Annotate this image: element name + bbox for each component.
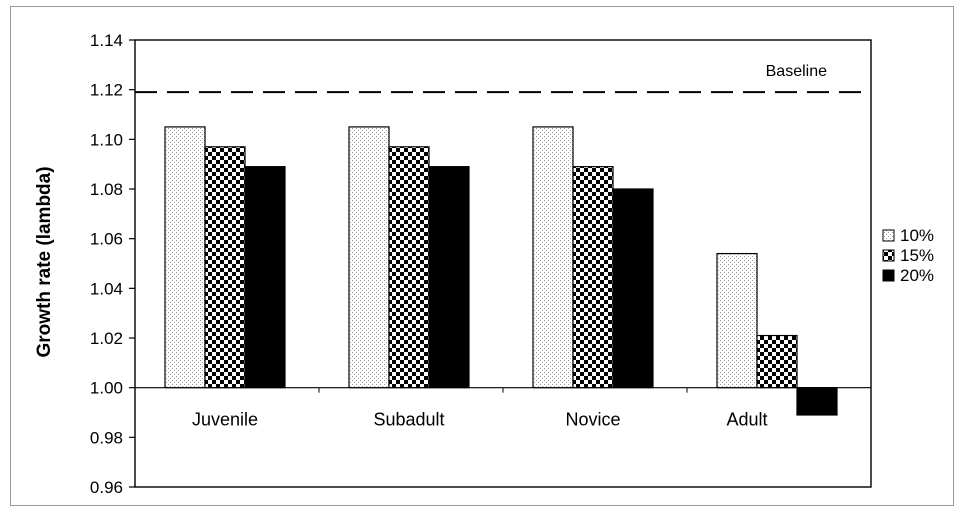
category-label-juvenile: Juvenile <box>192 410 258 430</box>
baseline-label: Baseline <box>766 63 827 80</box>
y-axis: 1.14 1.12 1.10 1.08 1.06 1.04 1.02 1.00 0.98 0.96 <box>90 31 135 497</box>
y-axis-title: Growth rate (lambda) <box>34 166 55 357</box>
y-tick-label: 1.06 <box>90 230 123 249</box>
y-tick-label: 1.02 <box>90 329 123 348</box>
plot-border <box>134 39 872 488</box>
legend-swatch-10pct <box>882 229 895 242</box>
bar-subadult-10pct <box>348 126 390 389</box>
bar-juvenile-10pct <box>164 126 206 389</box>
y-tick-label: 1.04 <box>90 279 123 298</box>
category-labels: Juvenile Subadult Novice Adult <box>192 410 768 430</box>
category-label-adult: Adult <box>726 410 767 430</box>
bar-juvenile-20pct <box>244 166 286 389</box>
bar-adult-20pct <box>796 387 838 416</box>
bar-novice-20pct <box>612 188 654 389</box>
y-tick-label: 0.96 <box>90 478 123 497</box>
legend-swatch-15pct <box>882 249 895 262</box>
category-label-subadult: Subadult <box>373 410 444 430</box>
y-tick-label: 1.00 <box>90 379 123 398</box>
legend-label-15pct: 15% <box>900 246 934 265</box>
bar-adult-15pct <box>756 334 798 389</box>
bars <box>164 126 838 416</box>
legend: 10%15%20% <box>882 226 934 285</box>
y-tick-label: 0.98 <box>90 428 123 447</box>
legend-label-20pct: 20% <box>900 266 934 285</box>
bar-juvenile-15pct <box>204 146 246 389</box>
y-tick-label: 1.12 <box>90 81 123 100</box>
y-tick-label: 1.08 <box>90 180 123 199</box>
legend-label-10pct: 10% <box>900 226 934 245</box>
bar-novice-10pct <box>532 126 574 389</box>
bar-subadult-15pct <box>388 146 430 389</box>
legend-swatch-20pct <box>882 269 895 282</box>
y-tick-label: 1.10 <box>90 130 123 149</box>
bar-adult-10pct <box>716 252 758 389</box>
y-tick-label: 1.14 <box>90 31 123 50</box>
bar-subadult-20pct <box>428 166 470 389</box>
category-label-novice: Novice <box>565 410 620 430</box>
baseline-reference: Baseline <box>135 63 871 94</box>
bar-novice-15pct <box>572 166 614 389</box>
